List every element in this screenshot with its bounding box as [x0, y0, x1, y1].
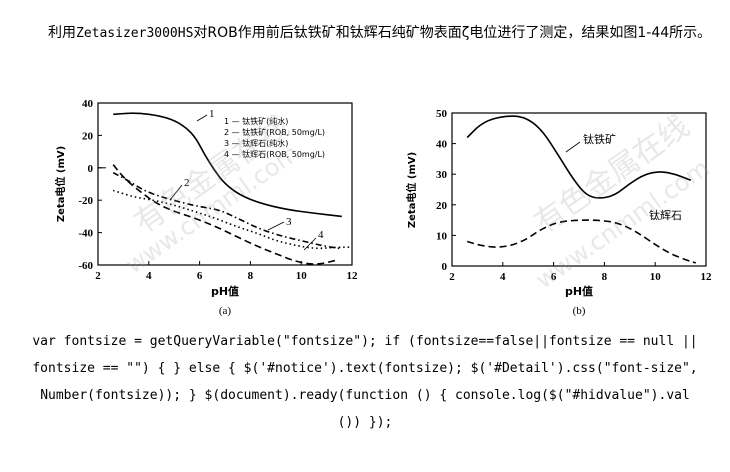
curve-label-4: 4 — [318, 229, 324, 241]
y-tick-label-a-5: -60 — [78, 260, 93, 272]
series-line-a-1 — [113, 112, 342, 218]
y-tick-label-a-0: 40 — [82, 98, 94, 110]
x-axis-label-a: pH值 — [211, 284, 239, 298]
y-axis-label-a: Zeta电位 (mV) — [54, 146, 67, 222]
legend-item-2: 2 — 钛铁矿(ROB, 50mg/L) — [224, 127, 325, 137]
code-block: var fontsize = getQueryVariable("fontsiz… — [0, 328, 730, 436]
y-tick-label-a-1: 20 — [82, 130, 94, 142]
y-tick-label-b-1: 40 — [436, 139, 448, 151]
x-tick-label-b-0: 2 — [449, 271, 455, 283]
x-tick-label-a-1: 4 — [146, 270, 152, 282]
panel-label-b: (b) — [573, 305, 586, 317]
series-line-b-2 — [466, 219, 697, 264]
x-tick-label-b-3: 8 — [602, 271, 608, 283]
curve-label-2: 2 — [184, 177, 190, 189]
y-tick-label-b-2: 30 — [436, 169, 448, 181]
x-tick-label-a-0: 2 — [95, 270, 101, 282]
y-tick-label-a-3: -20 — [78, 195, 93, 207]
callout-line-1 — [196, 114, 208, 122]
intro-paragraph: 利用Zetasizer3000HS对ROB作用前后钛铁矿和钛辉石纯矿物表面ζ电位… — [18, 22, 718, 45]
code-line-2: fontsize == "") { } else { $('#notice').… — [32, 361, 698, 376]
series-line-a-4 — [112, 164, 337, 265]
x-axis-label-b: pH值 — [565, 284, 593, 298]
x-tick-label-b-5: 12 — [701, 271, 713, 283]
series-line-a-3 — [112, 189, 352, 250]
callout-line-4 — [303, 237, 317, 251]
x-tick-label-b-2: 6 — [551, 271, 557, 283]
plot-frame-b — [451, 112, 707, 267]
x-tick-label-a-4: 10 — [296, 270, 308, 282]
y-tick-label-b-5: 0 — [442, 261, 448, 273]
legend-item-3: 3 — 钛辉石(纯水) — [224, 138, 288, 148]
x-tick-label-b-4: 10 — [650, 271, 662, 283]
intro-text-start: 利用 — [48, 25, 76, 41]
callout-line-ilmenite — [565, 141, 581, 153]
curve-label-3: 3 — [286, 216, 292, 228]
y-axis-label-b: Zeta电位 (mV) — [405, 152, 418, 228]
series-label-ilmenite: 钛铁矿 — [583, 132, 616, 146]
series-label-titanaugite: 钛辉石 — [649, 208, 682, 222]
instrument-name: Zetasizer3000HS — [76, 26, 194, 41]
code-line-3: Number(fontsize)); } $(document).ready(f… — [40, 388, 690, 403]
x-tick-label-a-3: 8 — [248, 270, 254, 282]
y-tick-label-b-0: 50 — [436, 108, 448, 120]
legend-item-4: 4 — 钛辉石(ROB, 50mg/L) — [224, 149, 325, 159]
plot-frame-a — [97, 102, 353, 266]
y-tick-label-a-2: 0 — [88, 163, 94, 175]
x-tick-label-a-2: 6 — [197, 270, 203, 282]
y-tick-label-a-4: -40 — [78, 228, 93, 240]
y-tick-label-b-3: 20 — [436, 200, 448, 212]
code-line-1: var fontsize = getQueryVariable("fontsiz… — [32, 334, 698, 349]
x-tick-label-a-5: 12 — [347, 270, 359, 282]
series-line-a-2 — [112, 171, 342, 250]
intro-text-end: 对ROB作用前后钛铁矿和钛辉石纯矿物表面ζ电位进行了测定，结果如图1-44所示。 — [193, 25, 712, 41]
callout-line-3 — [267, 221, 285, 231]
curve-label-1: 1 — [209, 108, 215, 120]
legend-a: 1 — 钛铁矿(纯水) 2 — 钛铁矿(ROB, 50mg/L) 3 — 钛辉石… — [224, 116, 325, 159]
panel-label-a: (a) — [219, 305, 232, 317]
series-line-b-1 — [466, 115, 692, 199]
code-line-4: ()) }); — [337, 415, 393, 430]
x-tick-label-b-1: 4 — [500, 271, 506, 283]
legend-item-1: 1 — 钛铁矿(纯水) — [224, 116, 288, 126]
callout-line-2 — [169, 184, 183, 201]
y-tick-label-b-4: 10 — [436, 230, 448, 242]
